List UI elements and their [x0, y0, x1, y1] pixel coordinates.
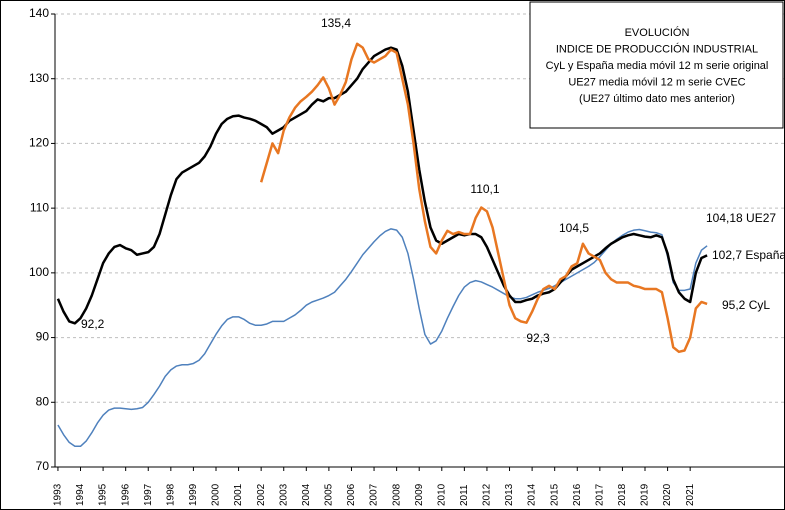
x-tick-label: 2018	[617, 483, 628, 506]
x-tick-label: 1997	[143, 483, 154, 506]
x-tick-label: 2014	[527, 483, 538, 506]
annotation: 92,2	[81, 317, 105, 331]
y-tick-label: 140	[29, 6, 49, 20]
x-tick-label: 2010	[436, 483, 447, 506]
axes: 70 80 90 100 110 120 130 140 1993 1994 1995 1996 199…	[29, 6, 785, 506]
x-tick-label: 1993	[53, 483, 64, 506]
series-line	[259, 42, 708, 354]
x-tick-label: 2015	[549, 483, 560, 506]
chart-title: EVOLUCIÓN	[625, 26, 690, 39]
x-tick-label: 2006	[346, 483, 357, 506]
title-box	[529, 1, 784, 129]
y-tick-label: 90	[36, 330, 50, 344]
y-tick-label: 80	[36, 394, 50, 408]
annotation: 135,4	[321, 16, 351, 30]
x-tick-label: 1995	[98, 483, 109, 506]
x-tick-label: 2017	[594, 483, 605, 506]
x-tick-label: 2019	[640, 483, 651, 506]
series-line	[56, 46, 708, 325]
x-tick-label: 2009	[414, 483, 425, 506]
annotation: 95,2 CyL	[722, 298, 770, 312]
x-tick-label: 2001	[233, 483, 244, 506]
chart-title: CyL y España media móvil 12 m serie orig…	[546, 60, 769, 72]
series-line	[57, 228, 708, 448]
lines	[56, 42, 708, 448]
x-tick-label: 2013	[504, 483, 515, 506]
annotation: 110,1	[470, 182, 499, 196]
x-tick-label: 2002	[256, 483, 267, 506]
chart-title: (UE27 último dato mes anterior)	[579, 93, 735, 105]
x-tick-label: 2011	[459, 484, 470, 506]
x-tick-label: 2004	[301, 483, 312, 506]
labels: EVOLUCIÓN INDICE DE PRODUCCIÓN INDUSTRIAL…	[81, 16, 785, 345]
annotation: 102,7 España	[712, 248, 785, 262]
annotation: 92,3	[526, 331, 550, 345]
x-tick-label: 1999	[188, 483, 199, 506]
y-tick-label: 110	[30, 200, 49, 214]
y-tick-label: 130	[29, 71, 49, 85]
annotation: 104,5	[559, 221, 589, 235]
x-tick-label: 1994	[75, 483, 86, 506]
y-tick-label: 120	[29, 136, 49, 150]
y-tick-label: 70	[36, 459, 50, 473]
x-tick-label: 2020	[662, 483, 673, 506]
y-tick-label: 100	[29, 265, 49, 279]
chart-title: UE27 media móvil 12 m serie CVEC	[568, 76, 745, 88]
annotation: 104,18 UE27	[706, 211, 776, 225]
x-tick-label: 2012	[482, 483, 493, 506]
chart-title: INDICE DE PRODUCCIÓN INDUSTRIAL	[556, 42, 758, 55]
x-tick-label: 2008	[391, 483, 402, 506]
x-tick-label: 2016	[572, 483, 583, 506]
x-tick-label: 2003	[278, 483, 289, 506]
x-tick-label: 2021	[685, 483, 696, 506]
x-tick-label: 1996	[120, 483, 131, 506]
x-tick-label: 1998	[165, 483, 176, 506]
x-tick-label: 2005	[324, 483, 335, 506]
x-tick-label: 2007	[369, 483, 380, 506]
x-tick-label: 2000	[211, 483, 222, 506]
